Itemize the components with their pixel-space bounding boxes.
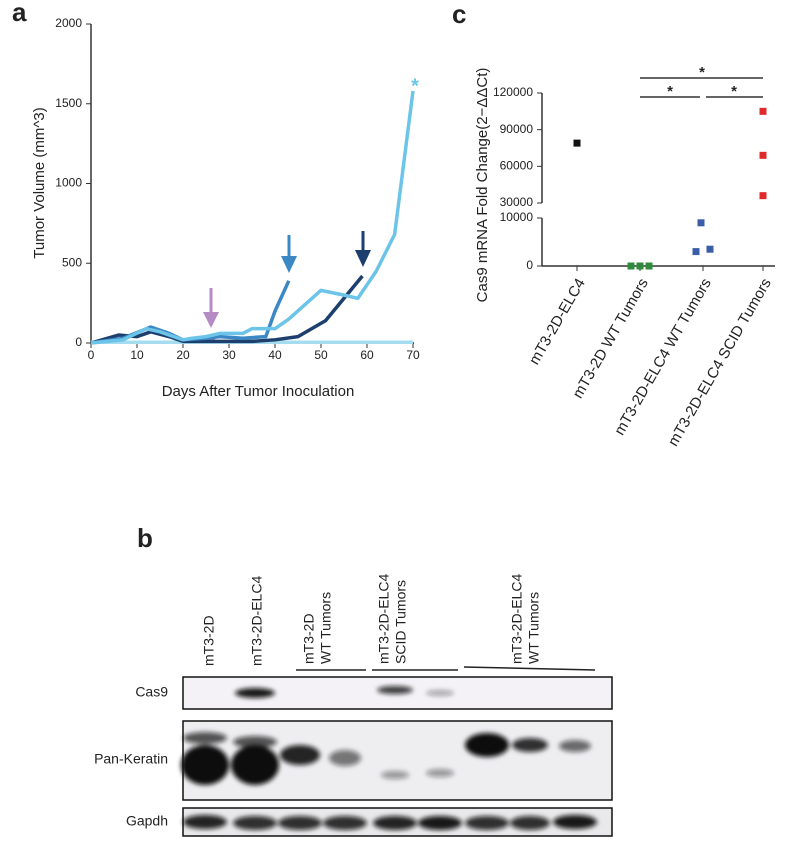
- panel-letter: a: [12, 0, 27, 27]
- y-tick-label: 1500: [55, 96, 82, 110]
- y-tick-label: 1000: [55, 176, 82, 190]
- y-tick-label: 120000: [493, 85, 533, 99]
- y-tick-label: 500: [62, 255, 82, 269]
- panel-letter: c: [452, 0, 466, 29]
- band: [465, 816, 509, 830]
- group-label: SCID Tumors: [393, 580, 409, 664]
- significance: *: [699, 64, 705, 81]
- point: [636, 262, 644, 270]
- significance: *: [731, 83, 737, 100]
- band: [231, 745, 279, 785]
- lane-label: mT3-2D-ELC4: [249, 576, 265, 666]
- y-tick-label: 30000: [500, 195, 534, 209]
- x-tick-label: 40: [268, 348, 282, 362]
- point: [627, 262, 635, 270]
- group-label: WT Tumors: [526, 592, 542, 664]
- group-label: WT Tumors: [318, 592, 334, 664]
- x-tick-label: mT3-2D-ELC4 SCID Tumors: [665, 275, 775, 449]
- band: [181, 745, 229, 785]
- y-tick-label: 90000: [500, 122, 534, 136]
- y-axis-label: Tumor Volume (mm^3): [31, 107, 48, 259]
- band: [329, 750, 361, 766]
- band: [183, 815, 227, 829]
- band: [183, 732, 227, 744]
- y-tick-label: 0: [75, 335, 82, 349]
- significance: *: [667, 83, 673, 100]
- group-label: mT3-2D: [301, 613, 317, 664]
- band: [559, 740, 591, 752]
- arrows: [203, 231, 371, 328]
- y-tick-label: 60000: [500, 159, 534, 173]
- y-tick-label: 2000: [55, 16, 82, 30]
- row-label: Cas9: [135, 684, 168, 700]
- x-axis-label: Days After Tumor Inoculation: [162, 383, 355, 400]
- band: [233, 736, 277, 748]
- group-label: mT3-2D-ELC4: [376, 574, 392, 664]
- row-label: Gapdh: [126, 813, 168, 829]
- band: [510, 816, 550, 830]
- y-tick-label: 0: [526, 258, 533, 272]
- x-tick-label: 70: [406, 348, 420, 362]
- x-tick-label: 20: [176, 348, 190, 362]
- x-tick-label: 10: [130, 348, 144, 362]
- point: [697, 219, 705, 227]
- band: [426, 690, 454, 696]
- band: [235, 688, 275, 698]
- point: [759, 192, 767, 200]
- band: [373, 816, 417, 830]
- band: [465, 733, 509, 757]
- band: [553, 815, 597, 829]
- band: [381, 771, 409, 779]
- y-tick-label: 10000: [500, 210, 534, 224]
- band: [426, 769, 454, 777]
- annotation: *: [411, 75, 419, 97]
- group-lines: [296, 666, 596, 671]
- point: [759, 107, 767, 115]
- blot-bands: [181, 686, 597, 830]
- lane-label: mT3-2D: [201, 615, 217, 666]
- line: [90, 90, 415, 345]
- band: [418, 816, 462, 830]
- point: [706, 245, 714, 253]
- band: [278, 816, 322, 830]
- x-tick-label: mT3-2D-ELC4: [526, 275, 589, 367]
- y-axis-label: Cas9 mRNA Fold Change(2−ΔΔCt): [474, 68, 491, 303]
- point: [692, 248, 700, 256]
- x-tick-label: 0: [88, 348, 95, 362]
- x-tick-label: 60: [360, 348, 374, 362]
- point: [573, 139, 581, 147]
- point: [645, 262, 653, 270]
- group-label: mT3-2D-ELC4: [509, 574, 525, 664]
- band: [233, 816, 277, 830]
- panel-letter: b: [137, 523, 153, 553]
- row-label: Pan-Keratin: [94, 751, 168, 767]
- x-tick-label: 30: [222, 348, 236, 362]
- axes: [90, 24, 775, 344]
- point: [759, 151, 767, 159]
- band: [512, 738, 548, 752]
- band: [280, 745, 320, 765]
- x-tick-label: 50: [314, 348, 328, 362]
- band: [377, 686, 413, 694]
- band: [323, 816, 367, 830]
